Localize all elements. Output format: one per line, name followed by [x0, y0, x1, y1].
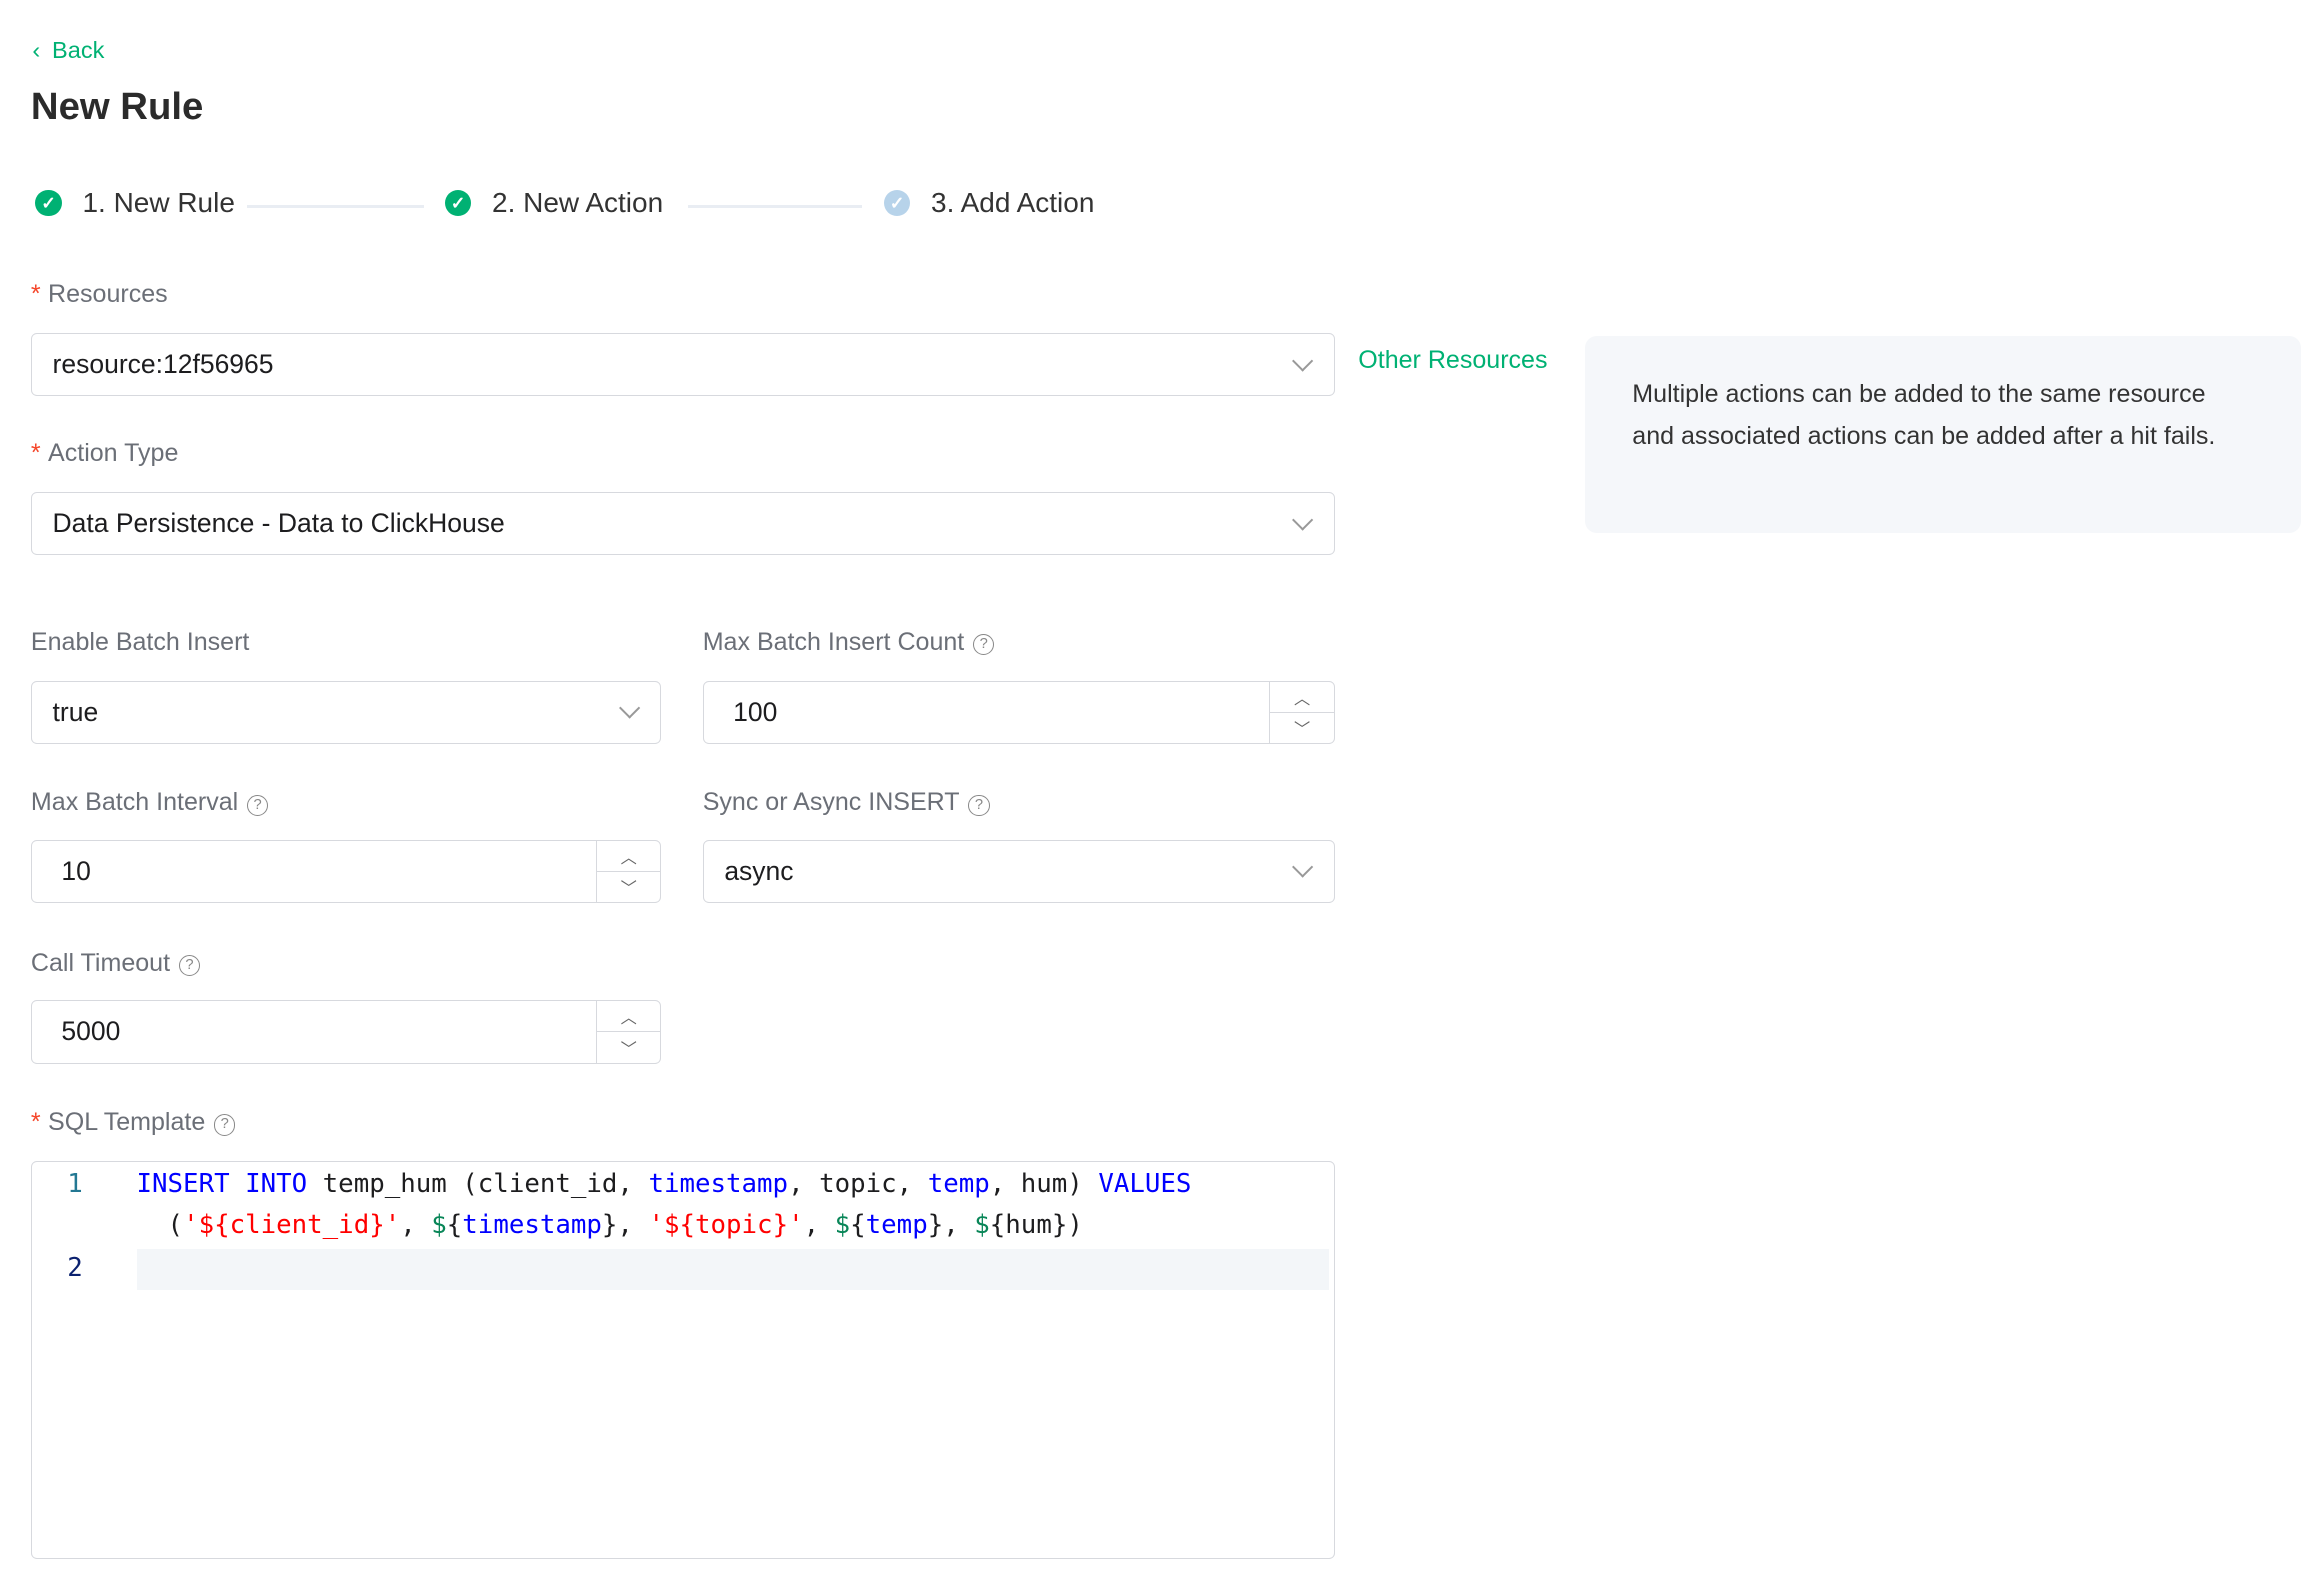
line-number: 2 [67, 1253, 83, 1284]
enable-batch-select[interactable]: true [30, 680, 662, 744]
increment-button[interactable]: ︿ [597, 841, 661, 872]
call-timeout-label: Call Timeout? [31, 949, 201, 978]
max-batch-interval-label: Max Batch Interval? [31, 788, 269, 817]
action-type-label: * Action Type [30, 439, 179, 467]
check-circle-icon: ✓ [883, 189, 911, 217]
help-icon[interactable]: ? [178, 955, 201, 977]
chevron-down-icon [1291, 856, 1314, 879]
info-panel: Multiple actions can be added to the sam… [1585, 335, 2302, 534]
check-circle-icon: ✓ [35, 189, 62, 217]
line-number: 1 [67, 1169, 83, 1200]
sql-editor[interactable]: 1 2 INSERT INTO temp_hum (client_id, tim… [30, 1160, 1335, 1559]
page-title: New Rule [30, 85, 204, 129]
step-1: ✓ 1. New Rule [35, 187, 235, 219]
step-connector [687, 204, 862, 208]
step-2: ✓ 2. New Action [444, 187, 663, 219]
help-icon[interactable]: ? [973, 634, 995, 656]
sync-async-select[interactable]: async [702, 839, 1335, 904]
current-line-highlight [136, 1248, 1330, 1291]
resources-select[interactable]: resource:12f56965 [30, 332, 1335, 397]
back-link[interactable]: ‹ Back [32, 36, 105, 63]
chevron-down-icon [1291, 509, 1314, 531]
sync-async-label: Sync or Async INSERT? [703, 788, 990, 817]
chevron-left-icon: ‹ [32, 36, 41, 63]
chevron-down-icon [618, 697, 641, 720]
step-connector [247, 204, 425, 208]
resources-label: * Resources [30, 279, 168, 308]
max-batch-interval-input[interactable]: 10 ︿ ﹀ [30, 839, 662, 904]
max-batch-count-label: Max Batch Insert Count? [703, 628, 995, 657]
decrement-button[interactable]: ﹀ [620, 1040, 637, 1059]
decrement-button[interactable]: ﹀ [1293, 720, 1311, 739]
sql-template-label: * SQL Template? [31, 1108, 236, 1137]
other-resources-link[interactable]: Other Resources [1358, 346, 1548, 375]
max-batch-count-input[interactable]: 100 ︿ ﹀ [702, 680, 1335, 744]
increment-button[interactable]: ︿ [1270, 682, 1334, 713]
enable-batch-label: Enable Batch Insert [30, 627, 250, 656]
step-3: ✓ 3. Add Action [883, 187, 1094, 219]
help-icon[interactable]: ? [247, 794, 269, 816]
help-icon[interactable]: ? [968, 794, 990, 816]
call-timeout-input[interactable]: 5000 ︿ ﹀ [30, 1000, 662, 1064]
code-line-1-wrap: ('${client_id}', ${timestamp}, '${topic}… [136, 1210, 1083, 1241]
code-line-1: INSERT INTO temp_hum (client_id, timesta… [136, 1169, 1192, 1200]
action-type-select[interactable]: Data Persistence - Data to ClickHouse [30, 492, 1335, 556]
increment-button[interactable]: ︿ [597, 1001, 661, 1033]
help-icon[interactable]: ? [214, 1114, 236, 1136]
decrement-button[interactable]: ﹀ [620, 879, 637, 898]
check-circle-icon: ✓ [444, 189, 472, 217]
chevron-down-icon [1291, 350, 1314, 372]
